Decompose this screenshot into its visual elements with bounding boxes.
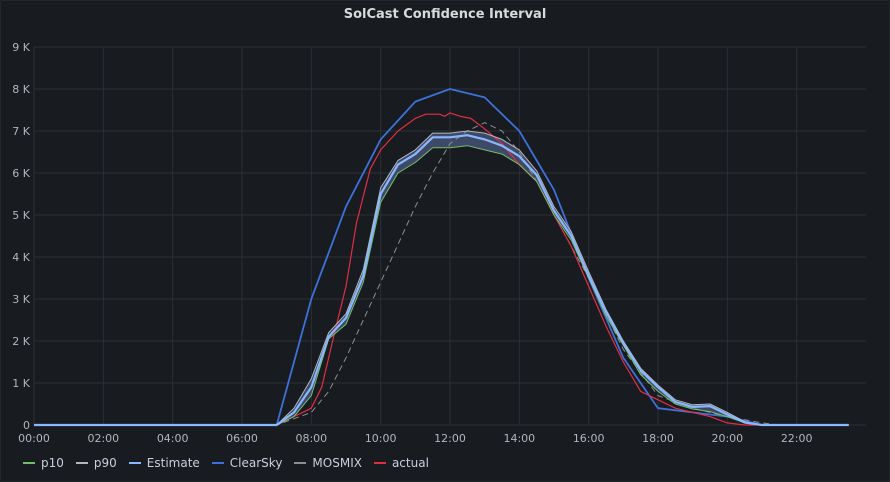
legend-item-p90[interactable]: p90: [75, 456, 117, 470]
series-line-mosmix: [34, 122, 849, 426]
legend-label: actual: [391, 456, 429, 470]
legend-item-actual[interactable]: actual: [373, 456, 429, 470]
x-tick-label: 02:00: [87, 432, 119, 445]
confidence-band: [34, 131, 849, 425]
x-tick-label: 18:00: [642, 432, 674, 445]
legend-label: Estimate: [146, 456, 200, 470]
panel-title: SolCast Confidence Interval: [343, 7, 547, 22]
y-tick-label: 1 K: [12, 377, 30, 390]
legend-swatch: [211, 462, 224, 464]
legend-item-p10[interactable]: p10: [23, 456, 64, 470]
y-tick-label: 3 K: [12, 293, 30, 306]
y-tick-label: 9 K: [12, 41, 30, 54]
series-line-estimate: [34, 134, 849, 427]
legend-item-mosmix[interactable]: MOSMIX: [294, 456, 362, 470]
x-tick-label: 14:00: [503, 432, 535, 445]
y-tick-label: 0: [23, 419, 30, 432]
chart-legend: p10 p90 Estimate ClearSky MOSMIX actual: [23, 456, 429, 470]
y-tick-label: 2 K: [12, 335, 30, 348]
chart-plot[interactable]: 0 1 K 2 K 3 K 4 K 5 K 6 K 7 K 8 K 9 K 00:00 02:00 04…: [1, 1, 889, 451]
x-tick-label: 08:00: [295, 432, 327, 445]
y-tick-label: 5 K: [12, 209, 30, 222]
series-line-actual: [34, 112, 849, 426]
series-line-clearsky: [34, 88, 849, 426]
x-tick-label: 16:00: [573, 432, 605, 445]
x-tick-label: 10:00: [365, 432, 397, 445]
legend-swatch: [23, 462, 35, 464]
x-tick-label: 22:00: [781, 432, 813, 445]
y-tick-label: 7 K: [12, 125, 30, 138]
legend-label: p10: [41, 456, 64, 470]
legend-swatch: [128, 462, 141, 464]
x-tick-label: 06:00: [226, 432, 258, 445]
x-tick-label: 20:00: [711, 432, 743, 445]
legend-swatch: [75, 462, 88, 464]
legend-item-estimate[interactable]: Estimate: [128, 456, 200, 470]
legend-label: p90: [93, 456, 117, 470]
legend-label: ClearSky: [229, 456, 283, 470]
legend-item-clearsky[interactable]: ClearSky: [211, 456, 283, 470]
x-tick-label: 12:00: [434, 432, 466, 445]
series-line-p10: [34, 145, 849, 426]
x-tick-label: 00:00: [18, 432, 50, 445]
series-line-p90: [34, 130, 849, 426]
y-tick-label: 8 K: [12, 83, 30, 96]
x-tick-label: 04:00: [157, 432, 189, 445]
legend-swatch: [294, 462, 307, 464]
legend-label: MOSMIX: [312, 456, 362, 470]
y-tick-label: 4 K: [12, 251, 30, 264]
y-tick-label: 6 K: [12, 167, 30, 180]
legend-swatch: [373, 462, 386, 464]
